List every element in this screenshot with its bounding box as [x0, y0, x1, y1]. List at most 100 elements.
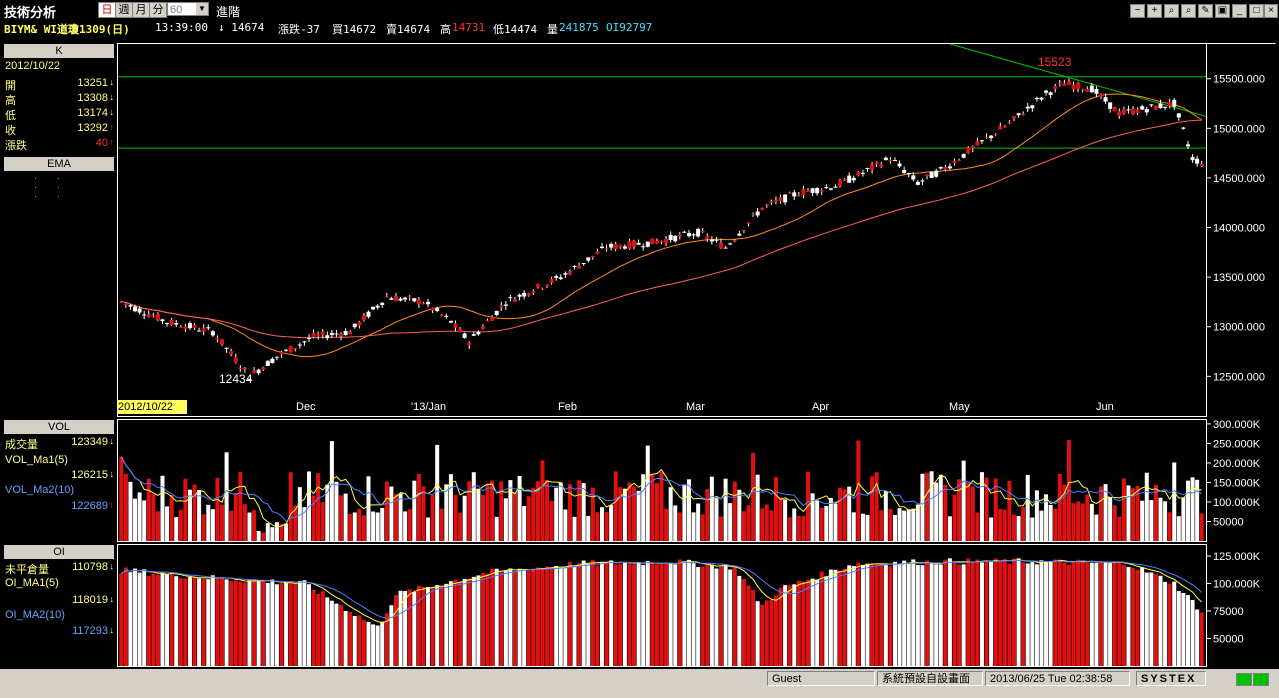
- candle-body: [279, 352, 284, 355]
- volume-bar: [989, 517, 994, 541]
- oi-bar: [398, 590, 403, 666]
- volume-bar: [828, 497, 833, 541]
- volume-bar: [146, 478, 151, 541]
- zoom-out-icon[interactable]: −: [1130, 4, 1145, 18]
- volume-bar: [348, 514, 353, 541]
- vol-tick-label: 150.000K: [1213, 477, 1261, 489]
- oi-bar: [201, 578, 206, 666]
- vol-label: 成交量: [5, 439, 38, 451]
- volume-bar: [581, 483, 586, 541]
- candle-body: [1002, 126, 1007, 128]
- volume-bar: [641, 474, 646, 541]
- oi-bar: [375, 625, 380, 666]
- candle-body: [654, 240, 659, 244]
- oi-bar: [197, 578, 202, 666]
- volume-bar: [316, 473, 321, 541]
- oi-bar: [741, 578, 746, 666]
- period-select[interactable]: 60 ▼: [167, 2, 209, 16]
- volume-bar: [966, 481, 971, 541]
- volume-bar: [293, 505, 298, 541]
- status-bar: Guest 系統預設自設畫面 2013/06/25 Tue 02:38:58 S…: [0, 669, 1279, 698]
- oi-bar: [805, 579, 810, 666]
- volume-bar: [984, 477, 989, 541]
- candle-body: [1057, 83, 1062, 85]
- volume-bar: [522, 505, 527, 541]
- volume-bar: [137, 492, 142, 541]
- volume-bar: [201, 514, 206, 541]
- candle-body: [339, 333, 344, 337]
- save-icon[interactable]: ▣: [1215, 4, 1230, 18]
- oi-bar: [764, 600, 769, 666]
- oi-bar: [334, 603, 339, 666]
- candle-body: [119, 301, 124, 303]
- candle-body: [664, 238, 669, 244]
- volume-bar: [284, 523, 289, 541]
- oi-bar: [920, 565, 925, 666]
- timeframe-minute-button[interactable]: 分: [149, 2, 167, 18]
- oi-ma2-value: 117293: [72, 625, 108, 637]
- oi-bar: [137, 572, 142, 666]
- candle-body: [288, 346, 293, 353]
- minimize-icon[interactable]: _: [1232, 4, 1247, 18]
- volume-bar: [732, 481, 737, 541]
- volume-bar: [311, 495, 316, 541]
- candle-body: [993, 133, 998, 135]
- advanced-button[interactable]: 進階: [216, 5, 241, 19]
- close-icon[interactable]: ×: [1264, 4, 1278, 18]
- volume-bar: [865, 514, 870, 541]
- volume-bar: [925, 472, 930, 541]
- candle-body: [632, 240, 637, 247]
- oi-ma1-row: OI_MA1(5): [4, 577, 114, 592]
- candle-body: [155, 313, 160, 321]
- candle-body: [187, 323, 192, 329]
- k-open-value: 13251: [77, 77, 108, 89]
- oi-bar: [668, 563, 673, 666]
- candle-body: [1140, 106, 1145, 110]
- quote-time: 13:39:00: [155, 21, 208, 34]
- vol-ma1-label: VOL_Ma1(5): [5, 454, 68, 466]
- oi-bar: [659, 564, 664, 666]
- oi-bar: [535, 567, 540, 666]
- volume-bar: [416, 473, 421, 541]
- oi-bar: [174, 576, 179, 666]
- open-interest: OI92797: [606, 21, 653, 34]
- volume-bar: [975, 512, 980, 541]
- maximize-icon[interactable]: □: [1249, 4, 1264, 18]
- moving-average-line: [121, 93, 1202, 358]
- arrow-up-icon: ↑: [109, 122, 115, 132]
- candle-body: [540, 288, 545, 290]
- candle-body: [723, 247, 728, 249]
- status-layout[interactable]: 系統預設自設畫面: [877, 671, 983, 686]
- search-icon[interactable]: ⌕: [1164, 4, 1179, 18]
- oi-bar: [471, 576, 476, 666]
- oi-bar: [925, 560, 930, 666]
- arrow-down-icon: ↓: [109, 469, 115, 479]
- candle-body: [1195, 158, 1200, 164]
- magnify-icon[interactable]: ⌕: [1181, 4, 1196, 18]
- volume-bar: [952, 495, 957, 541]
- price-tick-label: 13500.000: [1213, 272, 1265, 284]
- volume-bar: [366, 476, 371, 541]
- volume-bar: [618, 487, 623, 541]
- candle-body: [892, 160, 897, 162]
- candle-body: [1112, 107, 1117, 112]
- zoom-in-icon[interactable]: +: [1147, 4, 1162, 18]
- candle-body: [522, 292, 527, 297]
- vol-ma1-value-row: 126215 ↓: [4, 469, 114, 484]
- volume-bar: [760, 508, 765, 541]
- timeframe-month-button[interactable]: 月: [132, 2, 150, 18]
- chevron-down-icon[interactable]: ▼: [196, 3, 208, 15]
- candle-body: [925, 174, 930, 177]
- oi-bar: [554, 565, 559, 666]
- volume-bar: [274, 522, 279, 541]
- x-axis-label: 2012/10/22: [118, 401, 173, 413]
- volume-bar: [224, 452, 229, 541]
- volume-bar: [1039, 510, 1044, 541]
- candle-body: [444, 315, 449, 317]
- candle-body: [439, 314, 444, 316]
- settings-icon[interactable]: ✎: [1198, 4, 1213, 18]
- oi-bar: [357, 615, 362, 666]
- oi-bar: [1094, 562, 1099, 666]
- volume-bar: [513, 492, 518, 541]
